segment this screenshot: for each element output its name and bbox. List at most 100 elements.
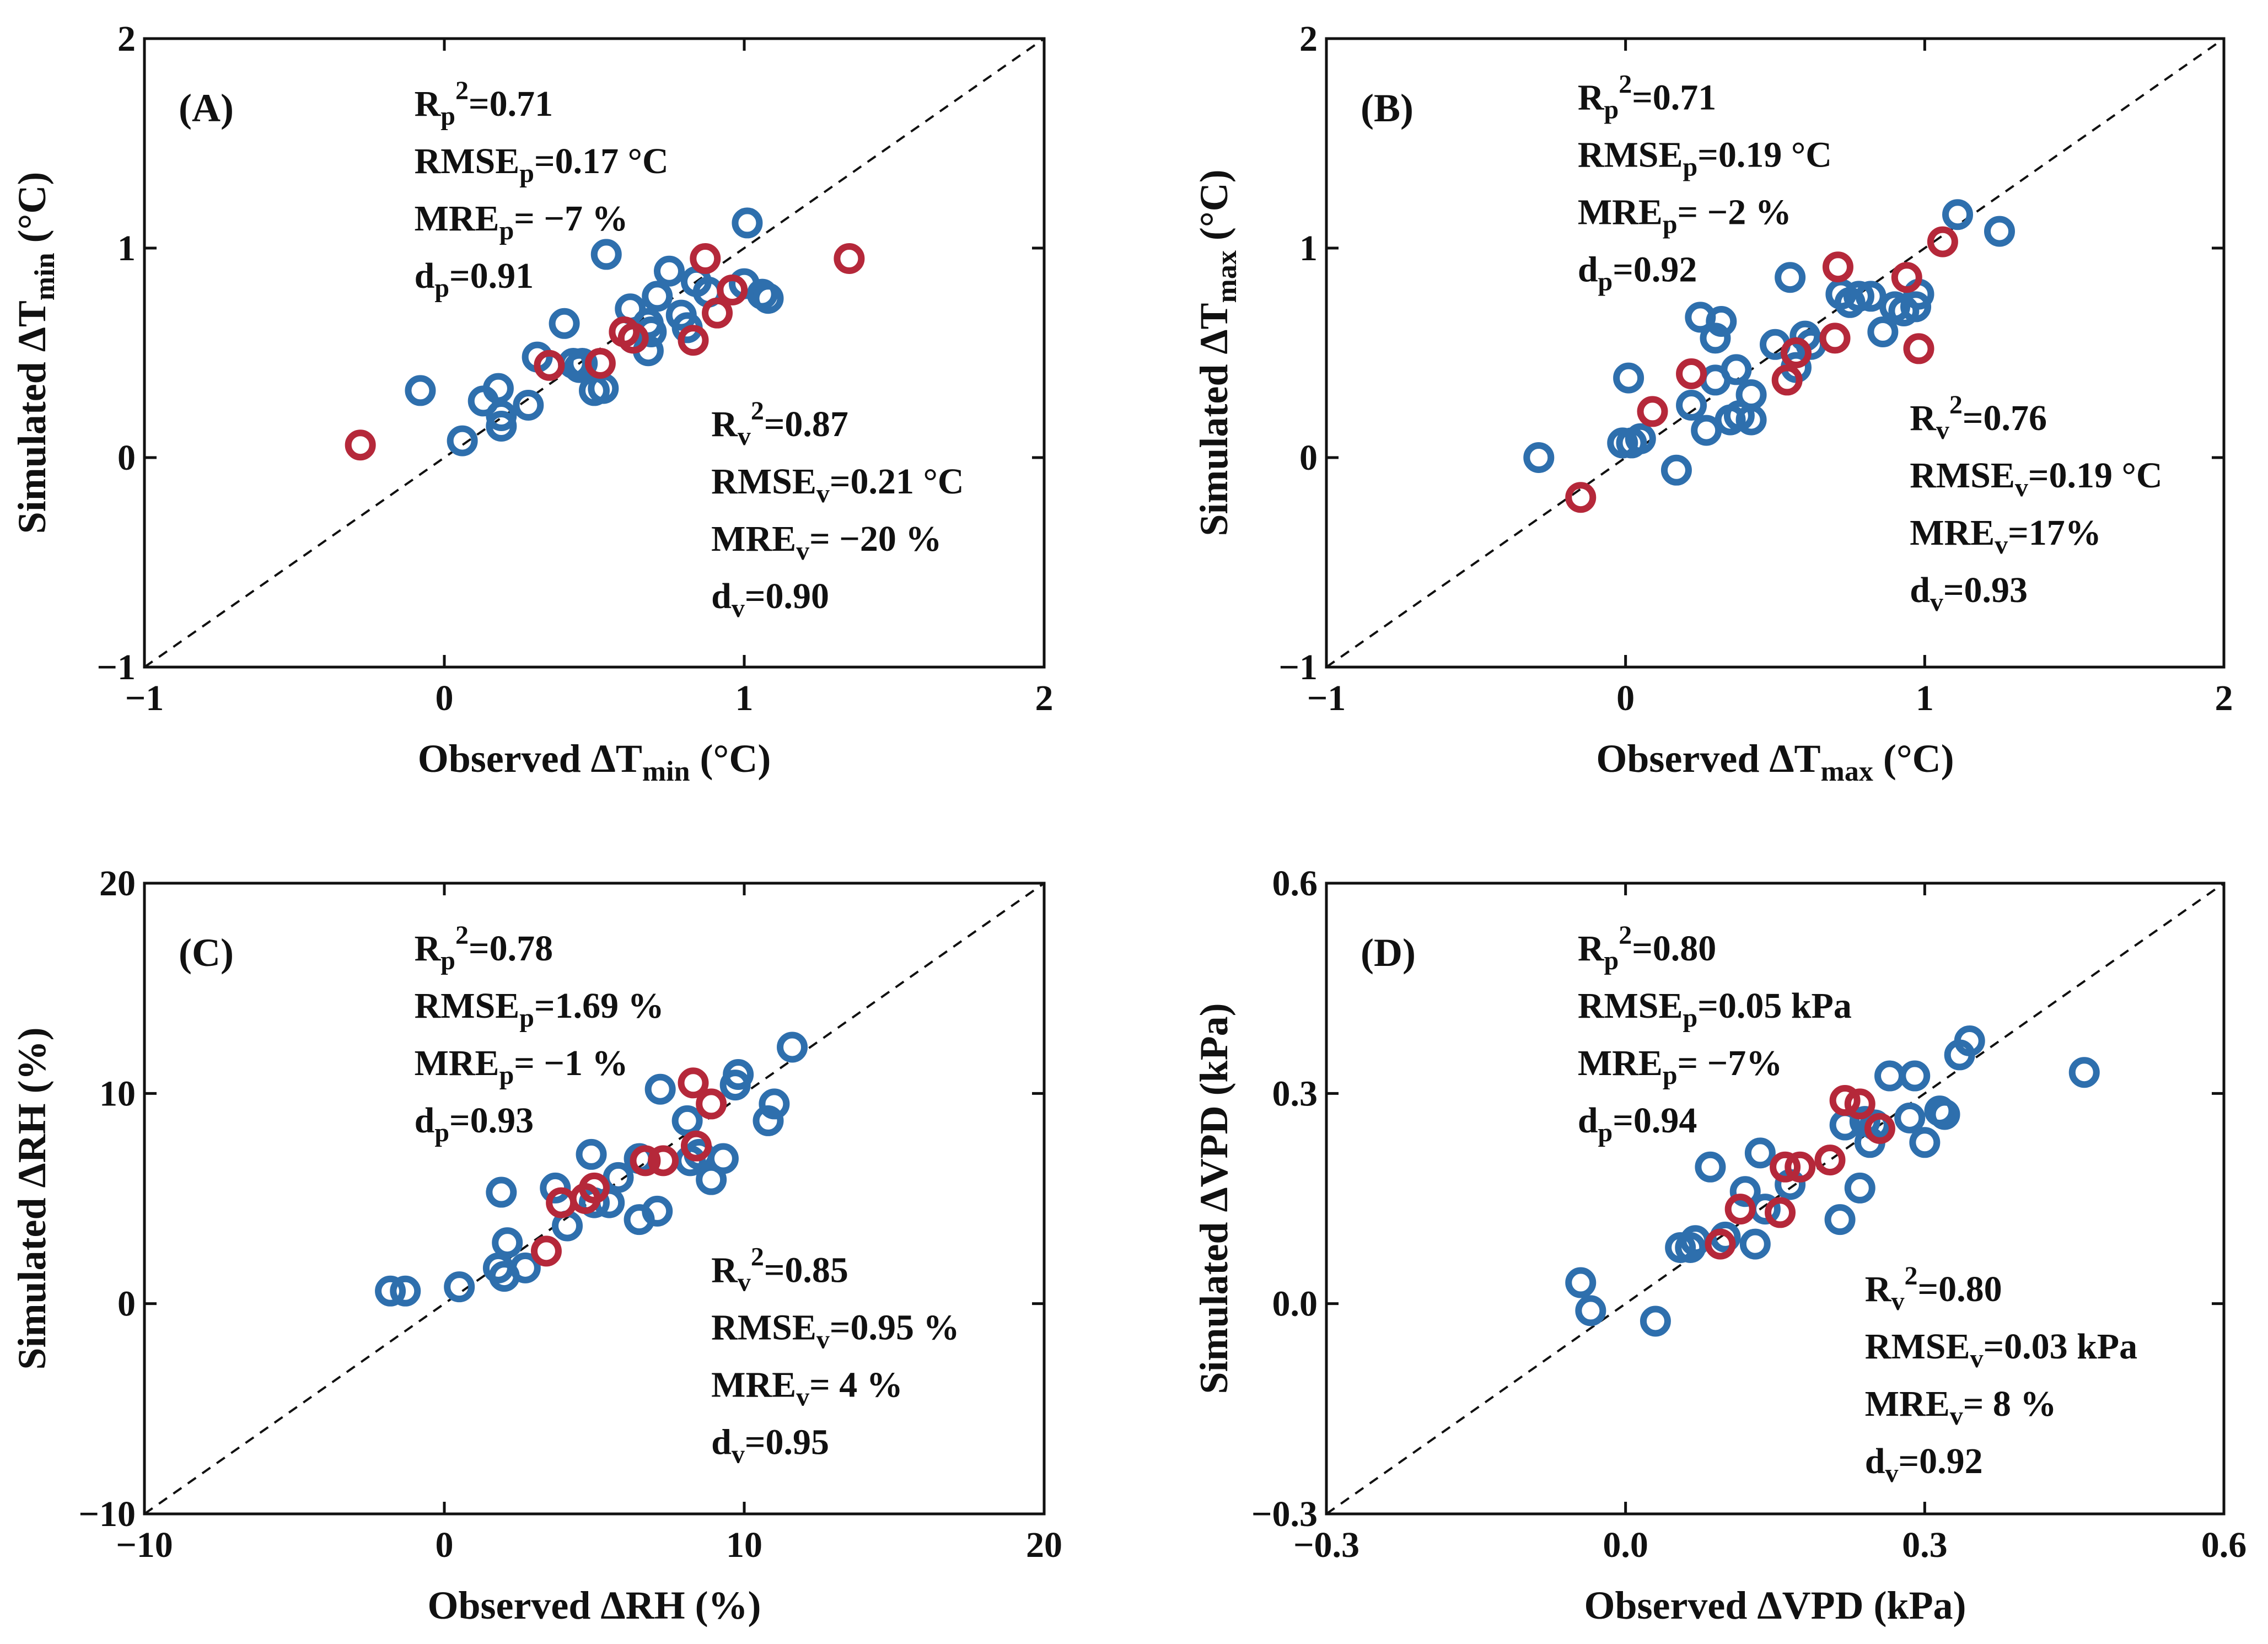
data-point-blue: [1565, 1267, 1597, 1298]
data-point-blue: [642, 1195, 673, 1227]
stats-calibration-line: dp=0.92: [1578, 249, 1697, 296]
y-tick-label: 0: [117, 438, 136, 478]
data-point-blue: [707, 1143, 739, 1174]
x-tick-label: 1: [735, 678, 754, 718]
panel-label: (B): [1361, 86, 1414, 130]
data-point-blue: [1824, 1204, 1856, 1235]
panel-d: −0.3 0.0 0.3 0.6 −0.3 0.0 0.3 0.6 Observed ΔVPD …: [1192, 863, 2246, 1627]
data-point-blue: [732, 207, 763, 239]
stats-calibration-line: dp=0.91: [415, 256, 534, 303]
panel-label: (D): [1361, 931, 1416, 975]
data-point-blue: [1660, 454, 1692, 486]
y-tick-label: 0.6: [1272, 863, 1318, 904]
data-point-blue: [1900, 291, 1932, 323]
panel-c: −10 0 10 20 −10 0 10 20 Observed ΔRH (%) Simulate…: [10, 863, 1062, 1627]
data-point-blue: [1894, 1102, 1926, 1133]
panel-label: (C): [179, 931, 234, 975]
y-tick-label: −0.3: [1251, 1494, 1318, 1534]
stats-validation-line: MREv=17%: [1910, 513, 2102, 560]
x-tick-label: 1: [1916, 678, 1934, 718]
data-point-red: [696, 1088, 727, 1120]
data-point-blue: [1984, 216, 2015, 247]
data-point-red: [680, 1130, 712, 1162]
data-point-blue: [375, 1275, 406, 1307]
data-point-blue: [1676, 390, 1707, 421]
axes-frame: [143, 37, 1046, 669]
stats-validation-line: MREv= 4 %: [711, 1365, 903, 1412]
data-point-blue: [590, 239, 622, 270]
x-tick-label: 2: [1035, 678, 1054, 718]
stats-calibration-line: RMSEp=0.17 °C: [415, 141, 669, 188]
data-point-blue: [1523, 442, 1555, 473]
stats-validation-line: dv=0.90: [711, 576, 829, 623]
data-point-red: [1822, 251, 1853, 283]
data-point-blue: [1613, 362, 1644, 394]
data-point-blue: [2068, 1057, 2100, 1088]
x-tick-label: −1: [125, 678, 164, 718]
y-tick-label: −1: [1278, 647, 1318, 687]
data-point-red: [1771, 364, 1803, 396]
data-point-blue: [1844, 1172, 1875, 1204]
data-point-blue: [603, 1162, 634, 1193]
data-point-red: [648, 1145, 679, 1176]
x-tick-label: −1: [1307, 678, 1346, 718]
x-tick-label: 10: [726, 1525, 762, 1565]
data-point-blue: [576, 1138, 607, 1170]
x-tick-label: 0.0: [1603, 1525, 1648, 1565]
data-point-red: [630, 1145, 661, 1176]
data-point-blue: [390, 1275, 421, 1307]
stats-calibration-line: MREp= −7%: [1578, 1043, 1782, 1090]
data-point-blue: [777, 1031, 808, 1063]
x-tick-label: 20: [1026, 1525, 1062, 1565]
data-point-blue: [644, 1073, 676, 1105]
data-point-red: [834, 243, 865, 274]
panel-label: (A): [179, 86, 234, 130]
data-point-blue: [486, 400, 517, 431]
data-point-red: [717, 275, 748, 305]
data-point-red: [1903, 333, 1934, 364]
data-point-blue: [759, 1088, 790, 1120]
data-point-red: [617, 323, 649, 354]
data-point-blue: [753, 1105, 784, 1136]
data-point-blue: [1942, 199, 1974, 230]
stats-validation-line: dv=0.92: [1865, 1441, 1983, 1488]
stats-calibration-line: Rp2=0.80: [1578, 921, 1716, 975]
data-point-blue: [671, 1105, 703, 1136]
data-point-red: [1814, 1145, 1846, 1176]
stats-calibration-line: Rp2=0.71: [1578, 69, 1716, 124]
data-point-red: [678, 1067, 709, 1099]
data-point-blue: [1954, 1025, 1985, 1056]
data-point-red: [1819, 323, 1851, 354]
data-point-blue: [1739, 1228, 1771, 1260]
data-point-blue: [509, 1252, 541, 1283]
y-axis-label: Simulated ΔTmax (°C): [1192, 169, 1243, 536]
data-point-blue: [549, 308, 580, 339]
data-point-blue: [1874, 1060, 1906, 1092]
data-point-blue: [1855, 281, 1887, 312]
data-point-red: [1637, 396, 1668, 427]
data-point-red: [530, 1235, 562, 1267]
x-axis-label: Observed ΔTmax (°C): [1596, 737, 1954, 787]
data-point-blue: [1929, 1099, 1960, 1130]
y-tick-label: 2: [1299, 19, 1318, 59]
x-tick-label: 0: [1616, 678, 1635, 718]
stats-validation-line: RMSEv=0.95 %: [711, 1308, 959, 1355]
x-tick-label: 0: [436, 1525, 454, 1565]
data-point-blue: [405, 375, 436, 406]
y-tick-label: −10: [78, 1494, 136, 1534]
data-point-red: [1844, 1088, 1875, 1120]
data-point-blue: [1735, 379, 1767, 410]
stats-calibration-line: RMSEp=0.05 kPa: [1578, 986, 1852, 1033]
stats-calibration-line: Rp2=0.78: [415, 921, 553, 975]
data-point-blue: [513, 390, 544, 421]
data-point-blue: [1700, 364, 1731, 396]
data-point-red: [1891, 262, 1922, 293]
data-point-blue: [486, 1176, 517, 1208]
data-point-red: [1676, 358, 1707, 389]
stats-validation-line: RMSEv=0.03 kPa: [1865, 1326, 2137, 1373]
data-point-blue: [1575, 1295, 1606, 1326]
y-tick-label: −1: [96, 647, 136, 687]
data-point-blue: [1843, 281, 1874, 312]
data-point-blue: [654, 255, 685, 287]
data-point-blue: [1729, 1176, 1761, 1207]
